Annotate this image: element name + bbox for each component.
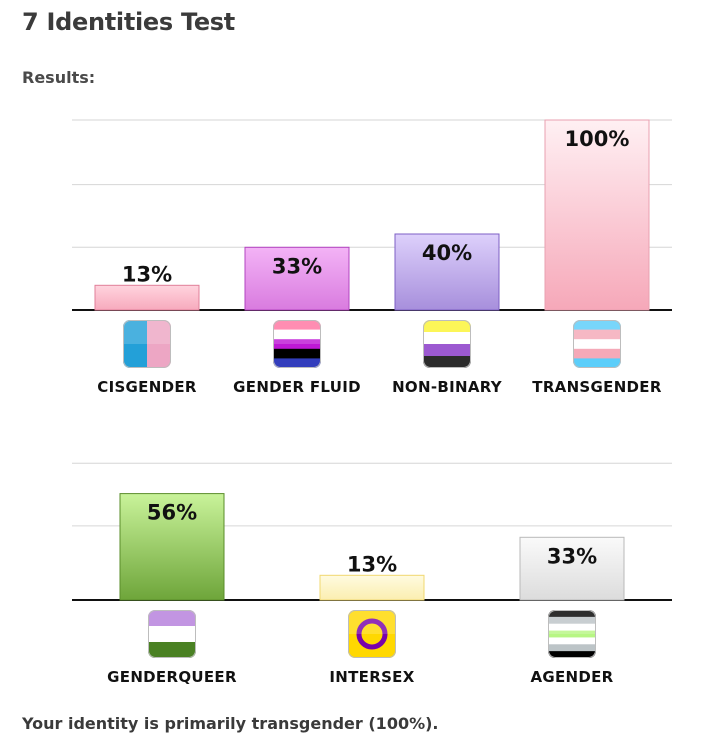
category-label-non-binary: NON-BINARY [392,378,503,396]
bar-non-binary [394,233,500,311]
bar-agender [519,536,625,601]
value-label-genderqueer: 56% [147,501,197,525]
results-chart-top: 13% 33% 40% 100% CISGENDER GENDER FLUID NON-B… [72,119,672,396]
category-label-transgender: TRANSGENDER [532,378,662,396]
category-label-gender-fluid: GENDER FLUID [233,378,361,396]
gender-fluid-flag-icon [273,320,321,368]
non-binary-flag-icon [423,320,471,368]
genderqueer-flag-icon [148,610,196,658]
agender-flag-icon [548,610,596,658]
transgender-flag-icon [573,320,621,368]
value-label-gender-fluid: 33% [272,254,322,278]
value-label-non-binary: 40% [422,241,472,265]
bar-genderqueer [119,493,225,601]
category-label-intersex: INTERSEX [329,668,414,686]
category-label-agender: AGENDER [530,668,613,686]
category-label-cisgender: CISGENDER [97,378,197,396]
results-heading: Results: [22,68,96,87]
intersex-flag-icon [348,610,396,658]
value-label-cisgender: 13% [122,262,172,286]
page-title: 7 Identities Test [22,8,235,36]
bar-transgender [544,119,650,311]
cisgender-flag-icon [123,320,171,368]
results-chart-bottom: 56% 13% 33% GENDERQUEER INTERSEX AGENDER [72,462,672,686]
bar-cisgender [94,284,200,311]
value-label-transgender: 100% [565,127,630,151]
value-label-intersex: 13% [347,552,397,576]
result-summary: Your identity is primarily transgender (… [22,714,439,733]
bar-gender-fluid [244,246,350,311]
bar-intersex [319,574,425,601]
value-label-agender: 33% [547,544,597,568]
category-label-genderqueer: GENDERQUEER [107,668,237,686]
